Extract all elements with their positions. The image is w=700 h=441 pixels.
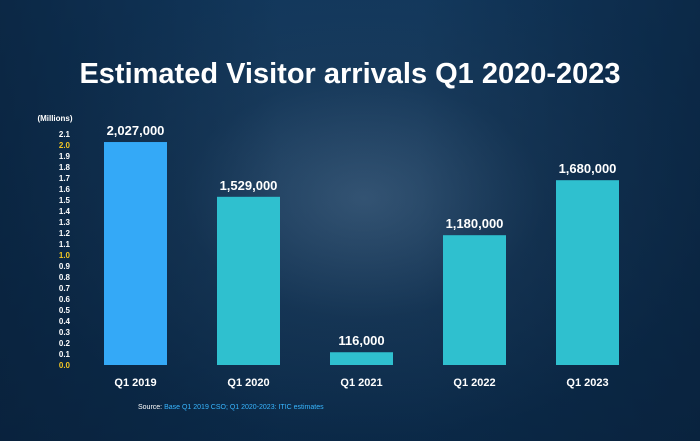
y-tick-label: 0.1 bbox=[59, 350, 71, 359]
source-note: Source: Base Q1 2019 CSO; Q1 2020-2023: … bbox=[138, 404, 324, 411]
y-tick-label: 0.0 bbox=[59, 361, 71, 370]
source-text: Base Q1 2019 CSO; Q1 2020-2023: ITIC est… bbox=[164, 404, 324, 411]
source-prefix: Source: bbox=[138, 404, 163, 411]
y-tick-label: 0.2 bbox=[59, 339, 71, 348]
y-tick-label: 1.3 bbox=[59, 218, 71, 227]
y-axis-unit-label: (Millions) bbox=[37, 114, 72, 123]
y-tick-label: 0.7 bbox=[59, 284, 71, 293]
y-tick-label: 1.2 bbox=[59, 229, 71, 238]
y-tick-label: 2.1 bbox=[59, 130, 71, 139]
y-tick-label: 0.5 bbox=[59, 306, 71, 315]
bar-value-label: 1,529,000 bbox=[220, 178, 278, 193]
y-tick-label: 1.6 bbox=[59, 185, 71, 194]
y-tick-label: 2.0 bbox=[59, 141, 71, 150]
bar-value-label: 2,027,000 bbox=[107, 123, 165, 138]
x-category-label: Q1 2020 bbox=[227, 377, 269, 389]
x-category-label: Q1 2019 bbox=[114, 377, 156, 389]
bar bbox=[443, 235, 506, 365]
bar bbox=[217, 196, 280, 365]
bar-value-label: 1,680,000 bbox=[559, 161, 617, 176]
bar bbox=[556, 180, 619, 365]
y-tick-label: 1.0 bbox=[59, 251, 71, 260]
y-tick-label: 1.4 bbox=[59, 207, 71, 216]
chart-title: Estimated Visitor arrivals Q1 2020-2023 bbox=[79, 58, 621, 90]
x-category-label: Q1 2021 bbox=[340, 377, 382, 389]
y-tick-label: 1.9 bbox=[59, 152, 71, 161]
x-category-label: Q1 2023 bbox=[566, 377, 608, 389]
y-tick-label: 1.7 bbox=[59, 174, 71, 183]
y-tick-label: 1.8 bbox=[59, 163, 71, 172]
y-tick-label: 0.6 bbox=[59, 295, 71, 304]
y-tick-label: 0.3 bbox=[59, 328, 71, 337]
bar-value-label: 1,180,000 bbox=[446, 216, 504, 231]
y-tick-label: 0.4 bbox=[59, 317, 71, 326]
bar bbox=[330, 352, 393, 365]
y-tick-label: 0.9 bbox=[59, 262, 71, 271]
y-tick-label: 0.8 bbox=[59, 273, 71, 282]
bar bbox=[104, 142, 167, 365]
x-category-label: Q1 2022 bbox=[453, 377, 495, 389]
y-tick-label: 1.1 bbox=[59, 240, 71, 249]
bar-value-label: 116,000 bbox=[338, 333, 384, 348]
y-tick-label: 1.5 bbox=[59, 196, 71, 205]
